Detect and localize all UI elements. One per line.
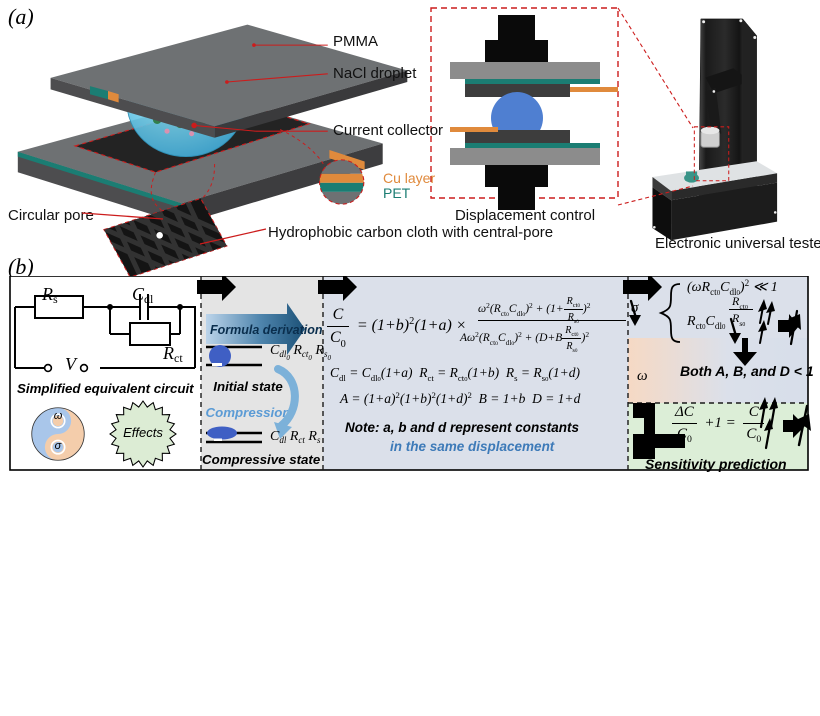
svg-text:Effects: Effects xyxy=(123,425,163,440)
svg-text:Initial state: Initial state xyxy=(213,379,283,394)
svg-text:ω: ω xyxy=(54,410,63,422)
svg-text:Formula derivation: Formula derivation xyxy=(210,323,323,337)
svg-text:σ: σ xyxy=(55,440,62,452)
svg-text:Compression: Compression xyxy=(206,405,291,420)
